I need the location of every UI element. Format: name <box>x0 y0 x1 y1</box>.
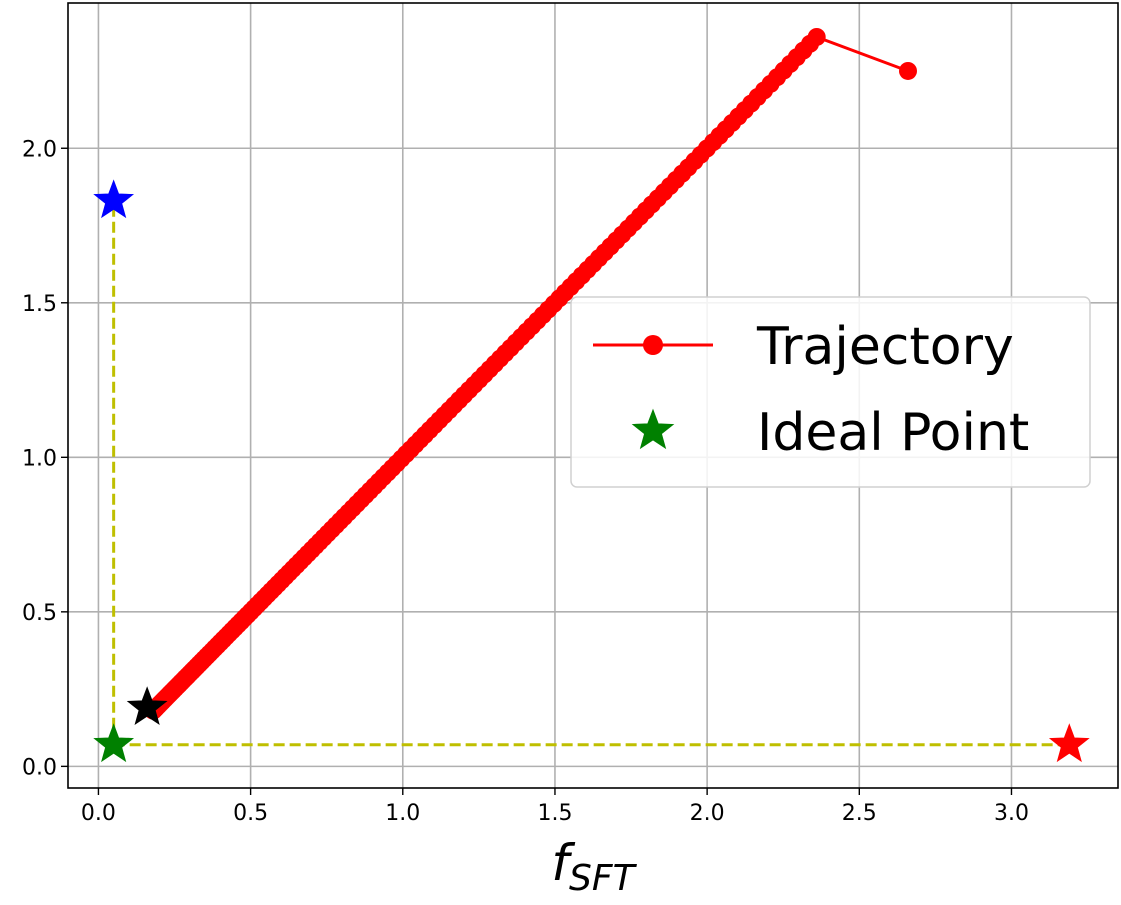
y-tick-label: 0.0 <box>22 755 57 780</box>
legend-star-icon <box>631 408 675 450</box>
x-axis-label-subscript: SFT <box>569 858 638 899</box>
legend-trajectory-dot <box>643 335 663 355</box>
x-tick-label: 2.0 <box>690 801 725 826</box>
plot-frame <box>67 2 1119 789</box>
x-tick-label: 1.5 <box>537 801 572 826</box>
trajectory-point <box>899 61 917 80</box>
legend-label: Trajectory <box>756 317 1014 377</box>
x-tick-label: 2.5 <box>842 801 877 826</box>
x-tick-label: 0.0 <box>81 801 116 826</box>
x-tick-label: 0.5 <box>233 801 268 826</box>
trajectory-point <box>807 27 826 46</box>
guide-lines <box>112 200 1070 747</box>
y-tick-label: 1.0 <box>22 446 57 471</box>
star-markers <box>93 179 1090 763</box>
y-tick-label: 0.5 <box>22 601 57 626</box>
y-tick-label: 2.0 <box>22 137 57 162</box>
y-tick-label: 1.5 <box>22 292 57 317</box>
black-star <box>126 686 168 725</box>
axis-ticks: 0.0 0.5 1.0 1.5 2.0 2.5 3.0 0.0 0.5 1.0 1.5 2.0 <box>22 137 1029 826</box>
ideal-point-star <box>93 723 135 763</box>
x-axis-label: fSFT <box>551 834 637 899</box>
x-tick-label: 3.0 <box>994 801 1029 826</box>
red-star <box>1048 723 1090 763</box>
x-tick-label: 1.0 <box>385 801 420 826</box>
blue-star <box>93 179 135 219</box>
legend-label: Ideal Point <box>757 403 1029 463</box>
legend: Trajectory Ideal Point <box>570 296 1091 488</box>
